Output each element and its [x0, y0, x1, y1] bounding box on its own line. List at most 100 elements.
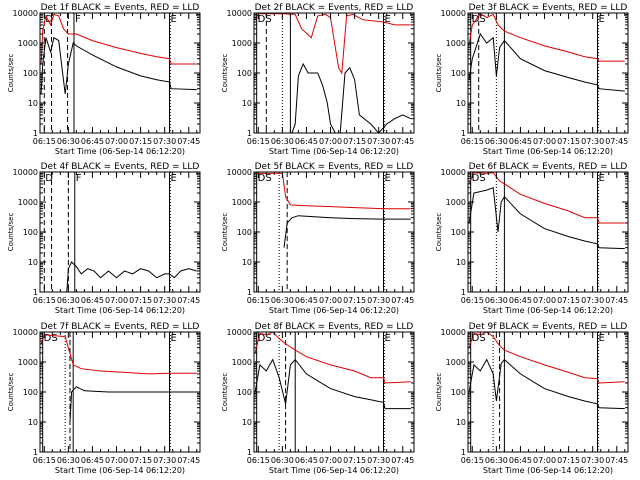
y-tick-label: 100 — [237, 388, 252, 397]
x-tick-label: 06:30 — [57, 456, 80, 465]
x-tick-label: 06:30 — [485, 137, 508, 146]
y-tick-label: 1 — [461, 288, 466, 297]
x-tick-label: 06:30 — [485, 456, 508, 465]
phase-marker-label: E — [384, 14, 390, 25]
x-tick-label: 06:30 — [271, 296, 294, 305]
x-tick-label: 06:45 — [81, 456, 104, 465]
y-tick-label: 100 — [451, 69, 466, 78]
y-tick-label: 10000 — [227, 168, 252, 177]
y-axis-label: Counts/sec — [7, 54, 15, 93]
panel-title: Det 1f BLACK = Events, RED = LLD — [41, 3, 200, 13]
x-tick-label: 07:00 — [105, 296, 128, 305]
x-axis-label: Start Time (06-Sep-14 06:12:20) — [55, 306, 185, 315]
y-axis-label: Counts/sec — [221, 373, 229, 412]
x-tick-label: 07:00 — [105, 137, 128, 146]
y-tick-label: 1 — [247, 129, 252, 138]
x-tick-label: 07:30 — [581, 137, 604, 146]
events-series-line — [468, 187, 625, 250]
y-tick-label: 1000 — [446, 358, 466, 367]
y-tick-label: 100 — [451, 388, 466, 397]
x-tick-label: 07:45 — [177, 456, 200, 465]
panel-title: Det 7f BLACK = Events, RED = LLD — [41, 322, 200, 332]
lld-series-line — [468, 13, 625, 62]
phase-marker-label: E — [384, 173, 390, 184]
y-tick-label: 10 — [456, 99, 466, 108]
lld-series-line — [468, 331, 625, 384]
x-tick-label: 07:15 — [343, 456, 366, 465]
phase-marker-label: E — [170, 14, 176, 25]
y-tick-label: 100 — [23, 388, 38, 397]
x-tick-label: 07:30 — [153, 137, 176, 146]
y-tick-label: 1 — [247, 448, 252, 457]
x-tick-label: 07:45 — [605, 137, 628, 146]
y-tick-label: 1000 — [446, 198, 466, 207]
x-tick-label: 06:15 — [247, 456, 270, 465]
x-axis-label: Start Time (06-Sep-14 06:12:20) — [269, 466, 399, 475]
x-tick-label: 07:30 — [581, 456, 604, 465]
x-tick-label: 06:45 — [509, 456, 532, 465]
x-tick-label: 06:15 — [461, 137, 484, 146]
x-tick-label: 07:30 — [153, 456, 176, 465]
x-tick-label: 07:15 — [557, 137, 580, 146]
phase-marker-label: D — [45, 14, 53, 25]
x-tick-label: 06:15 — [461, 456, 484, 465]
lld-series-line — [255, 172, 411, 210]
x-tick-label: 07:30 — [581, 296, 604, 305]
x-tick-label: 06:15 — [33, 137, 56, 146]
y-tick-label: 10 — [242, 99, 252, 108]
phase-marker-label: DS — [44, 333, 58, 344]
events-series-line — [283, 215, 411, 248]
lld-series-line — [468, 172, 625, 224]
events-series-line — [468, 32, 625, 92]
y-tick-label: 1 — [461, 448, 466, 457]
y-tick-label: 100 — [23, 228, 38, 237]
phase-marker-label: F — [76, 173, 82, 184]
y-tick-label: 10 — [456, 258, 466, 267]
phase-marker-label: F — [75, 14, 81, 25]
x-tick-label: 06:15 — [33, 456, 56, 465]
y-tick-label: 10000 — [441, 168, 466, 177]
x-tick-label: 07:15 — [557, 456, 580, 465]
y-tick-label: 10 — [28, 418, 38, 427]
y-tick-label: 1 — [33, 129, 38, 138]
x-tick-label: 07:30 — [367, 456, 390, 465]
x-tick-label: 06:45 — [81, 137, 104, 146]
x-axis-label: Start Time (06-Sep-14 06:12:20) — [483, 306, 613, 315]
x-tick-label: 07:30 — [367, 137, 390, 146]
x-tick-label: 06:15 — [33, 296, 56, 305]
y-tick-label: 1000 — [232, 39, 252, 48]
y-tick-label: 1000 — [232, 198, 252, 207]
y-tick-label: 1 — [461, 129, 466, 138]
x-axis-label: Start Time (06-Sep-14 06:12:20) — [55, 147, 185, 156]
x-tick-label: 07:45 — [177, 296, 200, 305]
x-tick-label: 07:30 — [153, 296, 176, 305]
y-tick-label: 1000 — [18, 39, 38, 48]
y-tick-label: 10 — [242, 418, 252, 427]
x-tick-label: 07:15 — [343, 137, 366, 146]
y-tick-label: 100 — [451, 228, 466, 237]
lld-series-line — [40, 334, 197, 375]
phase-marker-label: DS — [258, 14, 272, 25]
x-tick-label: 07:45 — [177, 137, 200, 146]
phase-marker-label: DS — [472, 333, 486, 344]
x-tick-label: 07:45 — [391, 137, 414, 146]
phase-marker-label: E — [170, 333, 176, 344]
x-tick-label: 07:30 — [367, 296, 390, 305]
phase-marker-label: E — [598, 14, 604, 25]
events-series-line — [468, 358, 625, 410]
x-tick-label: 07:45 — [605, 456, 628, 465]
panel-title: Det 2f BLACK = Events, RED = LLD — [255, 3, 414, 13]
panel-title: Det 4f BLACK = Events, RED = LLD — [41, 162, 200, 172]
x-tick-label: 06:30 — [57, 137, 80, 146]
phase-marker-label: D — [45, 173, 53, 184]
y-tick-label: 100 — [237, 228, 252, 237]
y-axis-label: Counts/sec — [435, 54, 443, 93]
phase-marker-label: DS — [472, 14, 486, 25]
x-tick-label: 06:30 — [57, 296, 80, 305]
